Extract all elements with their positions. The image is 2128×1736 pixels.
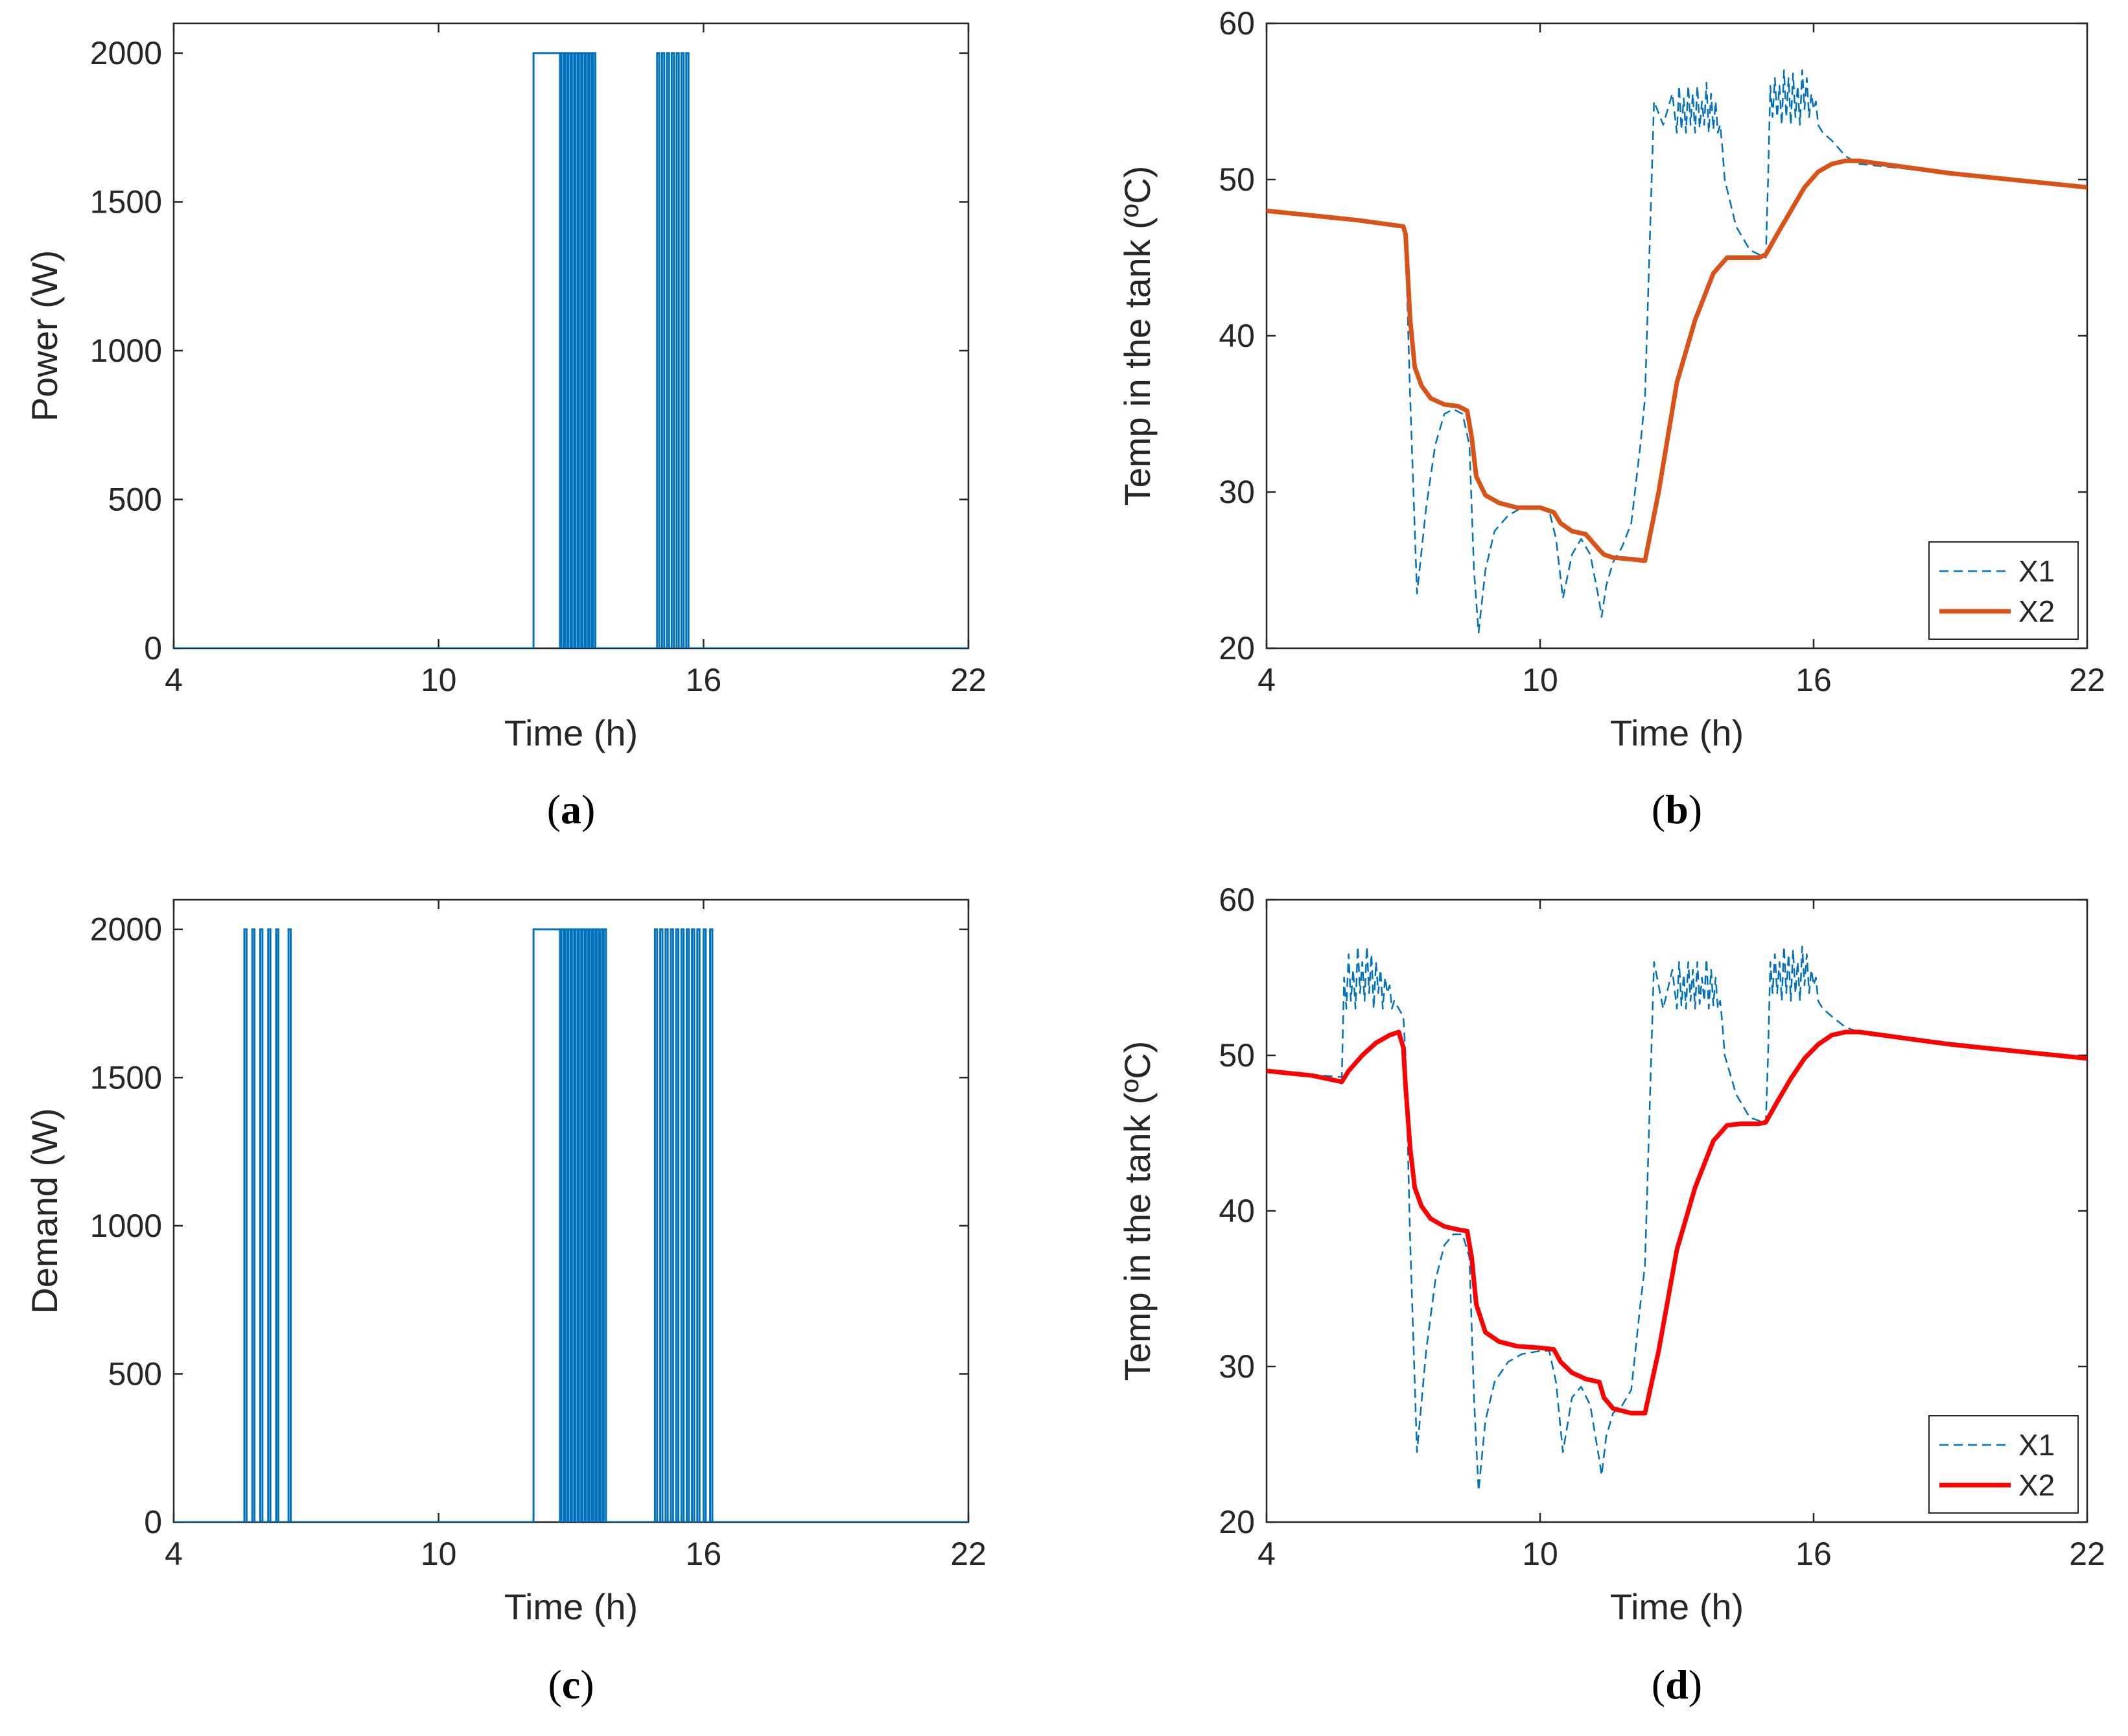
legend-label-x2: X2 <box>2018 1468 2055 1502</box>
y-tick-label: 500 <box>108 481 162 517</box>
panel-caption: (b) <box>1652 786 1702 832</box>
y-tick-label: 40 <box>1219 318 1255 354</box>
x-tick-label: 4 <box>1257 662 1276 698</box>
y-tick-label: 20 <box>1219 1504 1255 1540</box>
legend-label-x1: X1 <box>2018 1428 2055 1462</box>
x-tick-label: 10 <box>1522 662 1558 698</box>
y-tick-label: 20 <box>1219 630 1255 666</box>
x-tick-label: 16 <box>1795 1536 1832 1572</box>
legend-label-x1: X1 <box>2018 554 2055 588</box>
x-tick-label: 4 <box>1257 1536 1276 1572</box>
y-tick-label: 60 <box>1219 882 1255 918</box>
y-tick-label: 40 <box>1219 1193 1255 1229</box>
x-axis-label: Time (h) <box>504 1586 638 1627</box>
panel-caption: (c) <box>548 1661 594 1707</box>
x-tick-label: 10 <box>1522 1536 1558 1572</box>
y-tick-label: 1500 <box>90 183 162 220</box>
chart-panel-a: 4 10 16 22 0 500 1000 1500 2000 Time (h) Power (W)… <box>24 22 987 832</box>
series-line-demand <box>174 928 968 1522</box>
x-tick-label: 22 <box>2069 1536 2105 1572</box>
legend-label-x2: X2 <box>2018 594 2055 628</box>
y-tick-label: 1000 <box>90 1208 162 1244</box>
chart-panel-b: 4 10 16 22 20 30 40 50 60 Time (h) Temp in the tan… <box>1117 5 2105 832</box>
x-tick-label: 22 <box>2069 662 2105 698</box>
x-tick-label: 16 <box>686 1536 722 1572</box>
x-tick-label: 16 <box>686 662 722 698</box>
y-tick-label: 30 <box>1219 1348 1255 1385</box>
x-tick-label: 16 <box>1795 662 1832 698</box>
legend-box <box>1928 1415 2079 1514</box>
panel-caption: (a) <box>547 786 596 832</box>
x-tick-label: 4 <box>165 1536 183 1572</box>
panel-caption: (d) <box>1652 1661 1702 1707</box>
y-tick-label: 2000 <box>90 911 162 948</box>
series-line-x1 <box>1267 945 2087 1492</box>
y-tick-label: 2000 <box>90 35 162 71</box>
y-axis-label: Temp in the tank (ºC) <box>1117 1041 1158 1381</box>
x-tick-label: 10 <box>421 1536 457 1572</box>
series-line-x2 <box>1267 158 2087 563</box>
series-line-x2 <box>1267 1029 2087 1416</box>
y-tick-label: 500 <box>108 1355 162 1392</box>
y-axis-label: Power (W) <box>24 250 65 421</box>
y-axis-label: Demand (W) <box>24 1108 65 1313</box>
x-tick-label: 4 <box>165 662 183 698</box>
x-tick-label: 22 <box>950 662 987 698</box>
y-tick-label: 30 <box>1219 474 1255 510</box>
y-axis-label: Temp in the tank (ºC) <box>1117 166 1158 506</box>
x-axis-label: Time (h) <box>1610 1586 1744 1627</box>
y-tick-label: 0 <box>144 1504 162 1540</box>
x-axis-label: Time (h) <box>504 712 638 753</box>
y-tick-label: 1000 <box>90 333 162 369</box>
y-tick-label: 50 <box>1219 1037 1255 1073</box>
chart-panel-d: 4 10 16 22 20 30 40 50 60 Time (h) Temp in the tan… <box>1117 882 2105 1707</box>
y-tick-label: 0 <box>144 630 162 666</box>
y-tick-label: 60 <box>1219 5 1255 41</box>
y-tick-label: 50 <box>1219 161 1255 198</box>
x-tick-label: 22 <box>950 1536 987 1572</box>
series-line-x1 <box>1267 69 2087 634</box>
y-tick-label: 1500 <box>90 1059 162 1096</box>
x-axis-label: Time (h) <box>1610 712 1744 753</box>
legend-box <box>1928 541 2079 640</box>
x-tick-label: 10 <box>421 662 457 698</box>
chart-panel-c: 4 10 16 22 0 500 1000 1500 2000 Time (h) Demand (W… <box>24 898 987 1707</box>
